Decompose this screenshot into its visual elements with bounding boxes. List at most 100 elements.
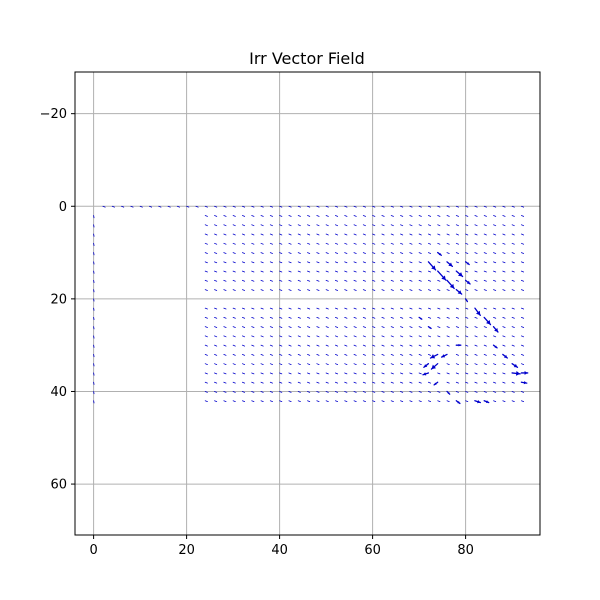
vector-arrow — [260, 400, 264, 403]
vector-arrow — [325, 215, 329, 217]
vector-arrow — [251, 363, 255, 365]
vector-arrow — [400, 205, 404, 208]
vector-arrow — [204, 270, 208, 273]
vector-arrow — [474, 335, 478, 338]
vector-arrow — [455, 372, 459, 375]
vector-arrow — [251, 242, 255, 245]
vector-arrow — [418, 307, 422, 310]
vector-arrow — [325, 289, 329, 291]
vector-arrow — [446, 233, 450, 236]
vector-arrow — [381, 354, 385, 356]
vector-arrow — [307, 307, 311, 310]
vector-arrow — [409, 335, 413, 338]
vector-arrow — [344, 252, 348, 254]
vector-arrowhead — [448, 262, 453, 267]
vector-arrow — [409, 261, 413, 264]
vector-arrow — [493, 381, 497, 384]
vector-arrow — [279, 252, 283, 254]
vector-arrow — [214, 372, 218, 375]
vector-arrow — [493, 205, 497, 208]
vector-arrow — [362, 233, 366, 236]
vector-arrow — [344, 224, 348, 227]
vector-arrow — [418, 363, 422, 365]
vector-arrow — [288, 289, 292, 291]
vector-arrow — [334, 354, 339, 356]
vector-arrow — [223, 270, 227, 273]
vector-arrow — [483, 270, 487, 273]
vector-arrow — [446, 372, 450, 375]
vector-arrow — [474, 289, 478, 291]
vector-arrow — [474, 270, 478, 273]
vector-arrow — [353, 354, 357, 356]
y-tick-label: 0 — [59, 200, 67, 215]
vector-arrow — [362, 400, 366, 403]
vector-arrow — [307, 205, 311, 208]
vector-arrow — [455, 316, 459, 319]
vector-arrowhead — [477, 400, 481, 404]
vector-arrow — [167, 205, 171, 208]
vector-arrow — [400, 391, 404, 393]
vector-arrow — [502, 363, 506, 365]
vector-arrow — [465, 205, 469, 208]
vector-arrow — [390, 335, 394, 338]
vector-arrow — [465, 215, 469, 217]
vector-arrow — [455, 205, 459, 208]
y-tick-label: −20 — [40, 107, 67, 122]
vector-arrow — [521, 205, 525, 208]
vector-arrow — [260, 381, 264, 384]
vector-arrow — [409, 279, 413, 282]
x-tick-label: 80 — [457, 543, 474, 558]
vector-arrow — [325, 335, 329, 338]
vector-arrow — [493, 400, 497, 403]
vector-arrow — [269, 205, 273, 208]
vector-arrow — [344, 205, 348, 208]
vector-arrow — [232, 354, 236, 356]
vector-arrowhead — [449, 283, 455, 289]
vector-arrow — [521, 252, 525, 254]
vector-arrow — [288, 270, 292, 273]
vector-arrow — [297, 224, 301, 227]
vector-arrow — [446, 335, 450, 338]
vector-arrow — [334, 316, 339, 319]
vector-arrow — [241, 261, 246, 264]
vector-arrowhead — [475, 310, 481, 316]
vector-arrow — [483, 335, 487, 338]
vector-arrow — [362, 224, 366, 227]
vector-arrow — [474, 316, 478, 319]
vector-arrow — [297, 391, 301, 393]
vector-arrow — [241, 233, 246, 236]
vector-arrow — [334, 233, 339, 236]
vector-arrow — [465, 242, 469, 245]
vector-arrow — [409, 400, 413, 403]
vector-arrow — [316, 400, 320, 403]
vector-arrow — [521, 215, 525, 217]
vector-arrow — [204, 363, 208, 365]
vector-arrow — [297, 215, 301, 217]
vector-arrow — [214, 381, 218, 384]
vector-arrow — [288, 335, 292, 338]
vector-arrow — [297, 233, 301, 236]
vector-arrow — [307, 289, 311, 291]
vector-arrow — [325, 326, 329, 328]
vector-arrow — [204, 335, 208, 338]
vector-arrow — [325, 252, 329, 254]
vector-arrow — [251, 372, 255, 375]
vector-arrow — [362, 326, 366, 328]
vector-arrow — [362, 335, 366, 338]
vector-arrow — [502, 381, 506, 384]
vector-arrow — [502, 326, 506, 328]
vector-arrow — [418, 205, 422, 208]
vector-arrow — [409, 391, 413, 393]
vector-arrow — [241, 400, 246, 403]
vector-arrow — [344, 261, 348, 264]
vector-arrow — [521, 279, 525, 282]
vector-arrow — [241, 307, 246, 310]
vector-arrow — [353, 233, 357, 236]
vector-arrow — [269, 215, 273, 217]
vector-arrow — [390, 372, 394, 375]
vector-arrow — [214, 363, 218, 365]
vector-arrow — [204, 381, 208, 384]
vector-arrow — [269, 261, 273, 264]
vector-arrow — [316, 215, 320, 217]
vector-arrow — [251, 224, 255, 227]
